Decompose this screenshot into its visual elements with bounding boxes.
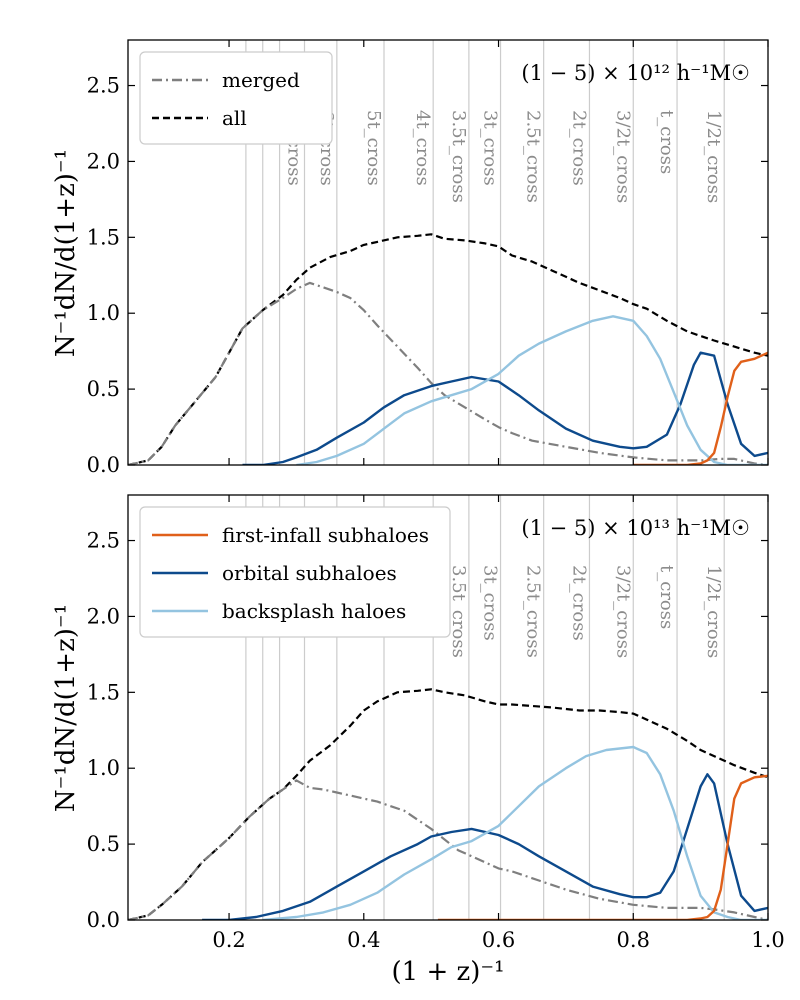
plot-frame — [127, 494, 769, 921]
y-tick-label: 1.5 — [87, 680, 120, 704]
series-group — [128, 688, 768, 920]
x-tick-label: 0.2 — [212, 928, 245, 952]
tcross-label: 5t_cross — [363, 110, 384, 186]
mass-range-label: (1 − 5) × 10¹³ h⁻¹M☉ — [521, 516, 750, 540]
tcross-label: 2t_cross — [568, 110, 589, 186]
series-all — [128, 233, 768, 465]
y-axis-label-top: N⁻¹dN/d(1+z)⁻¹ — [51, 149, 81, 357]
x-tick-label: 0.4 — [347, 928, 380, 952]
y-tick-label: 1.5 — [87, 225, 120, 249]
tcross-label: 3t_cross — [480, 110, 501, 186]
axis-labels: (1 + z)⁻¹ N⁻¹dN/d(1+z)⁻¹ N⁻¹dN/d(1+z)⁻¹ — [51, 149, 505, 987]
series-orbital — [202, 773, 768, 920]
series-first-infall — [633, 351, 768, 465]
tcross-label: t_cross — [656, 110, 677, 174]
series-backsplash — [262, 745, 768, 920]
y-tick-label: 0.0 — [87, 453, 120, 477]
y-tick-label: 0.5 — [87, 832, 120, 856]
tcross-label: 1/2t_cross — [703, 110, 724, 203]
tcross-label: 4t_cross — [412, 110, 433, 186]
series-first-infall — [437, 774, 768, 920]
legend-box — [139, 506, 451, 638]
y-tick-label: 2.5 — [87, 74, 120, 98]
y-tick-label: 0.5 — [87, 377, 120, 401]
tcross-label: 2t_cross — [568, 565, 589, 641]
top-panel: 7t_cross 6t_cross 5t_cross 4t_cross 3.5t_cro… — [87, 39, 769, 477]
series-merged — [128, 281, 768, 465]
legend-label: merged — [222, 68, 300, 92]
series-merged — [128, 779, 768, 920]
legend-box — [139, 51, 333, 145]
legend-label: backsplash haloes — [222, 599, 406, 623]
series-group — [128, 233, 768, 465]
x-tick-label: 0.6 — [482, 928, 515, 952]
tcross-label: 3.5t_cross — [448, 110, 469, 203]
y-tick-label: 2.0 — [87, 604, 120, 628]
y-tick-label: 0.0 — [87, 908, 120, 932]
legend-label: all — [222, 106, 247, 130]
tcross-label: t_cross — [656, 565, 677, 629]
legend-label: orbital subhaloes — [222, 561, 397, 585]
x-tick-label: 1.0 — [751, 928, 784, 952]
x-axis-label: (1 + z)⁻¹ — [392, 957, 505, 987]
y-axis-label-bottom: N⁻¹dN/d(1+z)⁻¹ — [51, 604, 81, 812]
x-tick-label: 0.8 — [617, 928, 650, 952]
mass-range-label: (1 − 5) × 10¹² h⁻¹M☉ — [521, 61, 750, 85]
series-orbital — [242, 351, 768, 465]
tcross-label: 1/2t_cross — [703, 565, 724, 658]
tcross-label: 3.5t_cross — [448, 565, 469, 658]
y-tick-label: 2.5 — [87, 529, 120, 553]
y-tick-label: 1.0 — [87, 301, 120, 325]
legend-label: first-infall subhaloes — [222, 523, 429, 547]
tcross-label: 2.5t_cross — [523, 565, 544, 658]
bottom-panel: 3.5t_cross 3t_cross 2.5t_cross 2t_cross 3/2t… — [87, 494, 785, 952]
plot-frame — [127, 39, 769, 466]
y-tick-label: 1.0 — [87, 756, 120, 780]
tcross-label: 2.5t_cross — [523, 110, 544, 203]
y-tick-label: 2.0 — [87, 149, 120, 173]
series-backsplash — [296, 315, 768, 465]
tcross-label: 3t_cross — [480, 565, 501, 641]
tcross-label: 3/2t_cross — [612, 565, 633, 658]
tcross-label: 3/2t_cross — [612, 110, 633, 203]
